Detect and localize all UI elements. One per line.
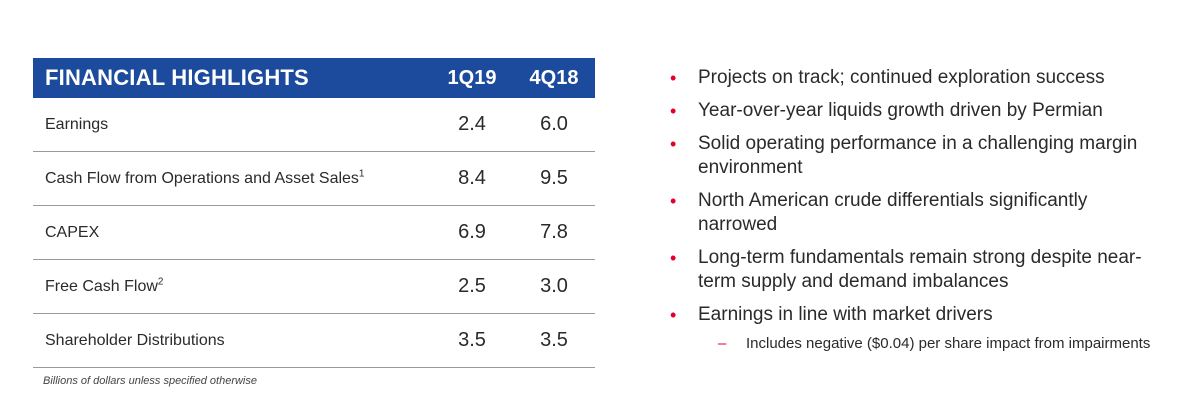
- row-value-1q19: 8.4: [458, 167, 486, 189]
- row-value-1q19: 6.9: [458, 221, 486, 243]
- column-header-4q18: 4Q18: [529, 66, 579, 89]
- bullet-dot-icon: •: [670, 305, 677, 325]
- list-item: • Solid operating performance in a challe…: [670, 133, 1138, 178]
- row-value-1q19: 2.4: [458, 113, 486, 135]
- table-row: Shareholder Distributions 3.5 3.5: [33, 314, 595, 368]
- bullet-dot-icon: •: [670, 68, 677, 88]
- table-footnote: Billions of dollars unless specified oth…: [43, 375, 257, 387]
- row-value-1q19: 3.5: [458, 329, 486, 351]
- sub-list-item: – Includes negative ($0.04) per share imp…: [718, 335, 1151, 352]
- bullet-list: • Projects on track; continued exploratio…: [668, 66, 1168, 353]
- bullet-dot-icon: •: [670, 248, 677, 268]
- row-value-4q18: 7.8: [540, 221, 568, 243]
- row-value-4q18: 9.5: [540, 167, 568, 189]
- table-row: Free Cash Flow2 2.5 3.0: [33, 260, 595, 314]
- dash-icon: –: [718, 335, 727, 352]
- list-item: • Long-term fundamentals remain strong de…: [670, 247, 1142, 292]
- financial-highlights-table: FINANCIAL HIGHLIGHTS 1Q19 4Q18 Earnings …: [33, 58, 595, 368]
- bullet-dot-icon: •: [670, 191, 677, 211]
- list-item: • North American crude differentials sign…: [670, 190, 1088, 235]
- table-row: Earnings 2.4 6.0: [33, 98, 595, 152]
- list-item: • Projects on track; continued exploratio…: [670, 67, 1105, 88]
- row-label: Shareholder Distributions: [45, 331, 225, 349]
- list-item: • Earnings in line with market drivers: [670, 304, 993, 325]
- column-header-1q19: 1Q19: [447, 66, 497, 89]
- row-label: CAPEX: [45, 223, 100, 241]
- footnote-marker: 1: [358, 168, 365, 180]
- bullet-dot-icon: •: [670, 101, 677, 121]
- table-header: FINANCIAL HIGHLIGHTS 1Q19 4Q18: [33, 58, 595, 98]
- table-row: Cash Flow from Operations and Asset Sale…: [33, 152, 595, 206]
- row-label: Earnings: [45, 115, 109, 133]
- table-row: CAPEX 6.9 7.8: [33, 206, 595, 260]
- bullet-dot-icon: •: [670, 134, 677, 154]
- row-value-1q19: 2.5: [458, 275, 486, 297]
- row-value-4q18: 6.0: [540, 113, 568, 135]
- row-label: Free Cash Flow2: [45, 276, 164, 295]
- row-value-4q18: 3.0: [540, 275, 568, 297]
- table-title: FINANCIAL HIGHLIGHTS: [45, 65, 309, 90]
- row-label: Cash Flow from Operations and Asset Sale…: [45, 168, 365, 187]
- footnote-marker: 2: [157, 276, 164, 288]
- row-value-4q18: 3.5: [540, 329, 568, 351]
- list-item: • Year-over-year liquids growth driven by…: [670, 100, 1103, 121]
